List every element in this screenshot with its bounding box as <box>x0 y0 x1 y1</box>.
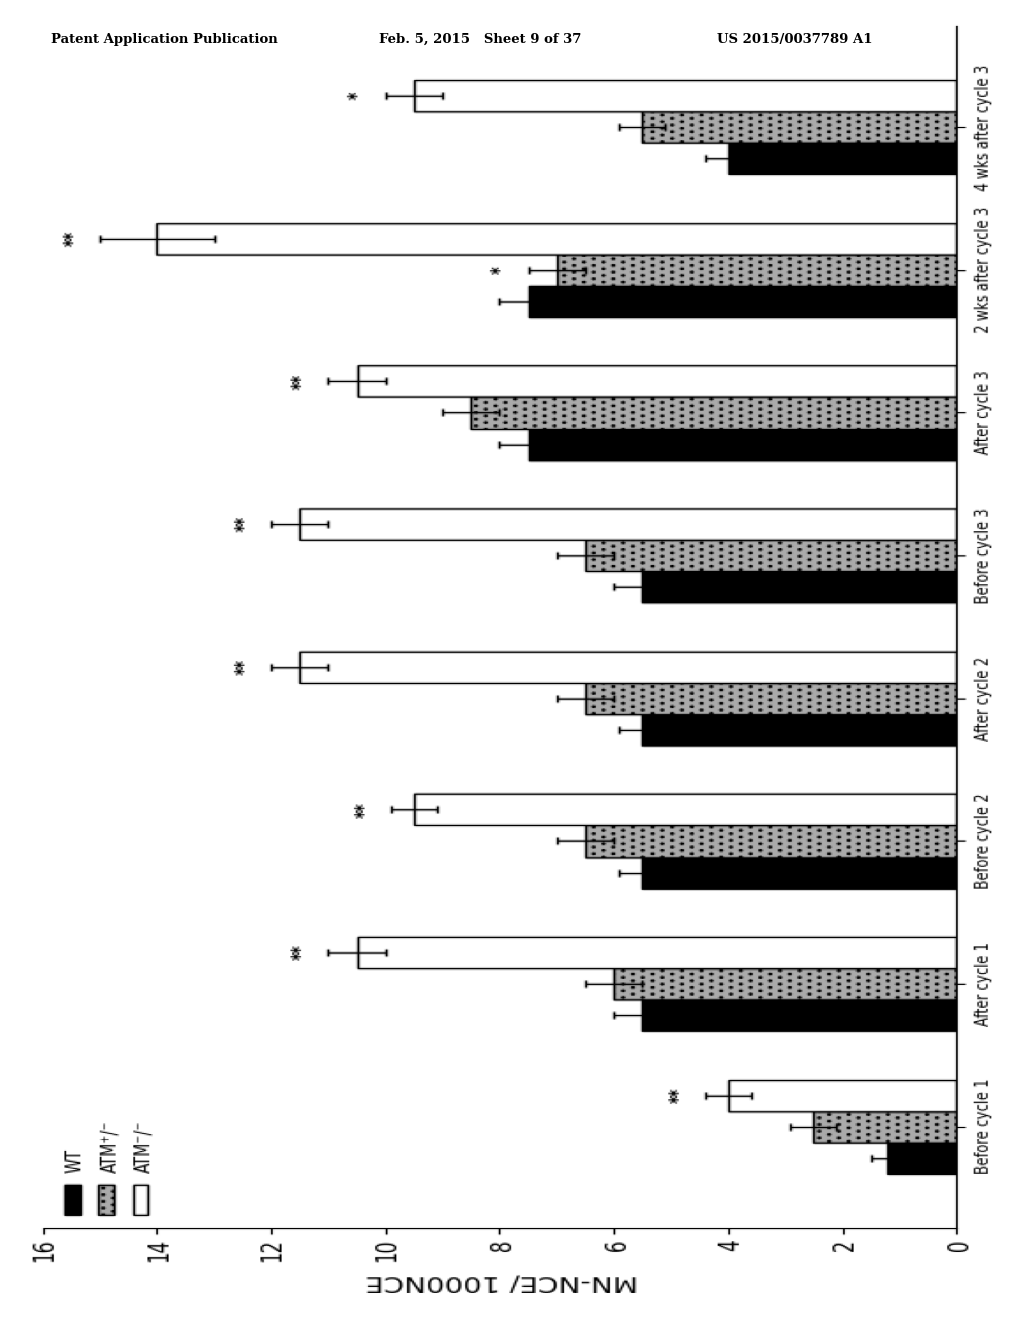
Text: Patent Application Publication: Patent Application Publication <box>51 33 278 46</box>
Text: US 2015/0037789 A1: US 2015/0037789 A1 <box>717 33 872 46</box>
Text: Feb. 5, 2015   Sheet 9 of 37: Feb. 5, 2015 Sheet 9 of 37 <box>379 33 582 46</box>
